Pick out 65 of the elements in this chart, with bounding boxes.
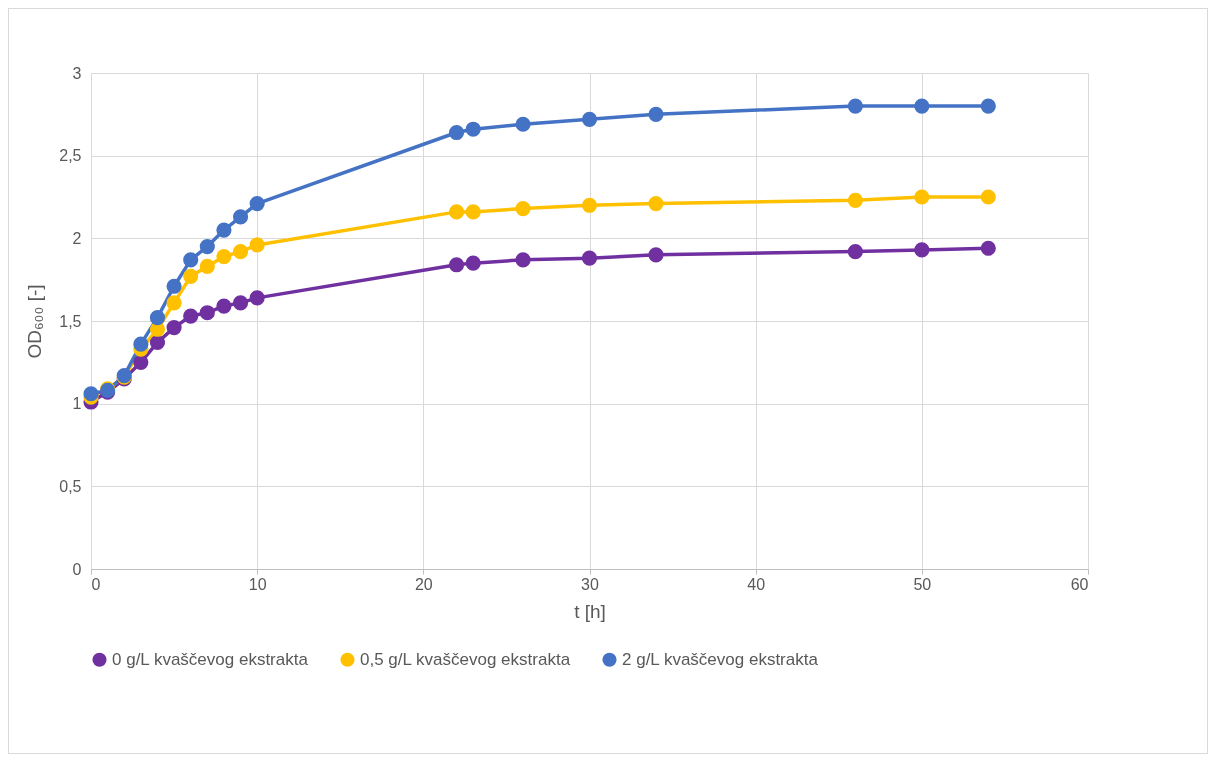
point <box>581 250 598 266</box>
point <box>166 278 182 294</box>
point <box>133 354 149 370</box>
point <box>847 192 863 208</box>
point <box>914 189 930 205</box>
point <box>183 308 199 324</box>
legend-label: 0 g/L kvaščevog ekstrakta <box>112 649 309 669</box>
x-tick-label: 50 <box>913 575 932 593</box>
legend-label: 2 g/L kvaščevog ekstrakta <box>622 649 819 669</box>
point <box>515 201 531 217</box>
point <box>216 298 232 314</box>
point <box>980 240 996 256</box>
x-tick-label: 40 <box>747 575 766 593</box>
point <box>465 204 481 220</box>
point <box>581 111 598 127</box>
point <box>465 121 481 137</box>
point <box>149 334 166 351</box>
point <box>232 295 249 311</box>
point <box>166 320 182 336</box>
point <box>216 248 232 265</box>
point <box>448 257 465 273</box>
point <box>249 237 265 253</box>
y-tick-label: 0 <box>72 560 82 578</box>
point <box>465 255 481 271</box>
point <box>216 222 232 238</box>
point <box>448 124 465 141</box>
point <box>199 305 215 321</box>
y-tick-label: 0,5 <box>59 477 82 495</box>
point <box>847 98 863 114</box>
point <box>847 243 863 260</box>
y-tick-label: 1 <box>72 395 82 413</box>
point <box>648 196 664 212</box>
x-tick-label: 20 <box>414 575 433 593</box>
x-tick-label: 30 <box>581 575 599 593</box>
point <box>232 209 249 225</box>
point <box>133 336 149 352</box>
point <box>515 116 531 132</box>
legend-label: 0,5 g/L kvaščevog ekstrakta <box>360 649 571 669</box>
point <box>199 258 215 275</box>
x-tick-label: 0 <box>91 575 101 593</box>
point <box>448 204 465 220</box>
x-tick-label: 10 <box>248 575 267 593</box>
point <box>515 252 531 268</box>
y-tick-label: 1,5 <box>59 312 82 330</box>
x-tick-label: 60 <box>1070 575 1089 593</box>
point <box>183 252 199 268</box>
point <box>249 196 265 212</box>
point <box>232 243 249 260</box>
x-axis-title: t [h] <box>574 600 606 622</box>
point <box>914 242 930 258</box>
point <box>199 239 215 255</box>
point <box>648 247 664 263</box>
point <box>166 295 182 311</box>
point <box>183 268 199 284</box>
point <box>249 290 265 306</box>
point <box>980 189 996 205</box>
y-axis-title: OD₆₀₀ [-] <box>24 284 46 359</box>
y-tick-label: 3 <box>72 64 82 82</box>
point <box>149 310 166 326</box>
point <box>914 98 930 114</box>
y-tick-label: 2 <box>72 229 82 247</box>
y-tick-label: 2,5 <box>59 147 82 165</box>
point <box>648 106 664 122</box>
point <box>980 98 996 114</box>
point <box>581 197 598 213</box>
